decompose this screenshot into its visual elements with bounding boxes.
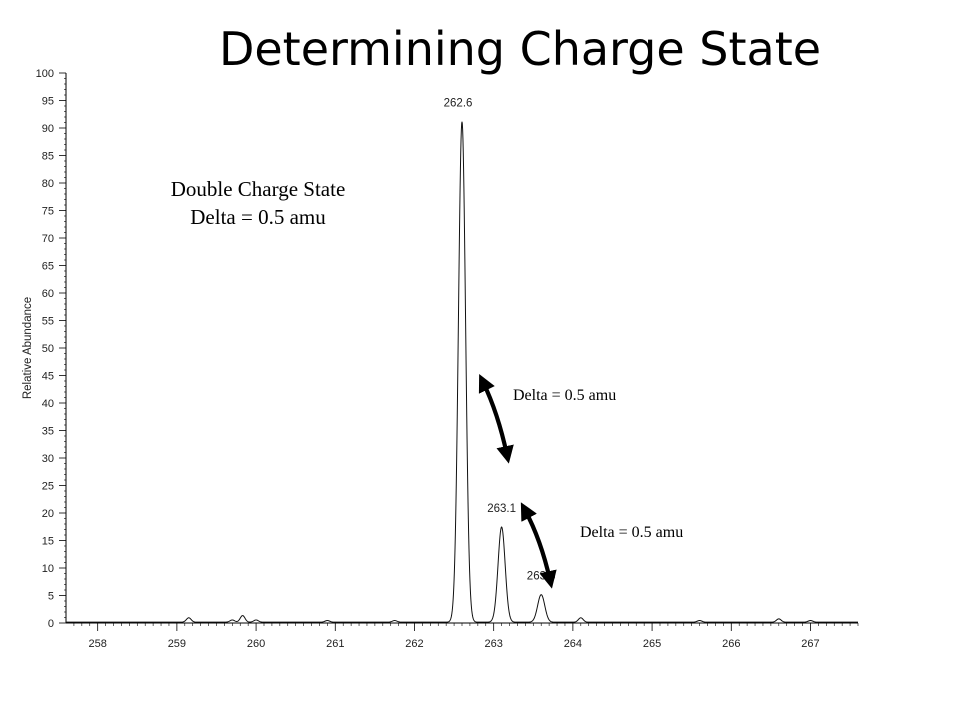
y-tick-label: 35 (42, 426, 54, 438)
spectrum-trace (66, 121, 858, 623)
y-tick-label: 100 (36, 68, 54, 80)
charge-state-annotation-line2: Delta = 0.5 amu (190, 205, 326, 229)
delta-annotation-2: Delta = 0.5 amu (580, 524, 683, 541)
x-minor-ticks (73, 623, 859, 626)
y-tick-label: 5 (48, 591, 54, 603)
y-axis-label: Relative Abundance (22, 297, 34, 399)
x-tick-label: 265 (643, 638, 661, 650)
y-tick-label: 55 (42, 316, 54, 328)
y-tick-label: 75 (42, 206, 54, 218)
y-tick-label: 80 (42, 178, 54, 190)
peak-label: 262.6 (444, 98, 473, 110)
y-tick-label: 25 (42, 481, 54, 493)
x-tick-label: 259 (168, 638, 186, 650)
x-tick-label: 261 (326, 638, 344, 650)
slide-title: Determining Charge State (218, 22, 822, 76)
y-tick-label: 40 (42, 398, 54, 410)
y-tick-label: 15 (42, 536, 54, 548)
y-tick-label: 50 (42, 343, 54, 355)
y-tick-label: 70 (42, 233, 54, 245)
x-tick-label: 264 (564, 638, 582, 650)
peak-label: 263.1 (487, 503, 516, 515)
charge-state-annotation-line1: Double Charge State (171, 177, 346, 201)
y-tick-label: 45 (42, 371, 54, 383)
y-tick-label: 65 (42, 261, 54, 273)
delta-arrow-1 (478, 374, 514, 464)
y-tick-label: 30 (42, 453, 54, 465)
x-tick-label: 266 (722, 638, 740, 650)
x-tick-label: 258 (89, 638, 107, 650)
y-tick-label: 10 (42, 563, 54, 575)
x-ticks: 258 259 260 261 262 263 264 265 266 267 (89, 623, 820, 650)
delta-arrow-2 (520, 502, 557, 589)
y-tick-label: 85 (42, 151, 54, 163)
y-tick-label: 20 (42, 508, 54, 520)
delta-annotation-1: Delta = 0.5 amu (513, 387, 616, 404)
axes (65, 73, 858, 624)
y-tick-label: 0 (48, 618, 54, 630)
y-tick-label: 95 (42, 96, 54, 108)
y-ticks: 0 5 10 15 20 25 30 35 40 45 50 55 60 65 70 75 80 85 90 95 10… (36, 68, 66, 630)
x-tick-label: 260 (247, 638, 265, 650)
x-tick-label: 262 (405, 638, 423, 650)
y-minor-ticks (64, 78, 66, 618)
y-tick-label: 90 (42, 123, 54, 135)
x-tick-label: 263 (485, 638, 503, 650)
x-tick-label: 267 (801, 638, 819, 650)
y-tick-label: 60 (42, 288, 54, 300)
